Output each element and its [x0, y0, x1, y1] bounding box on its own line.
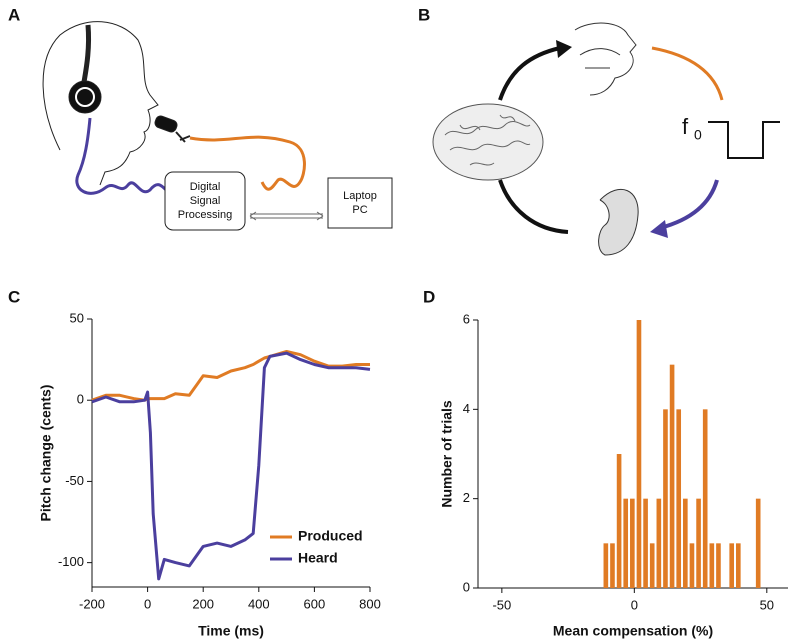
x-tick-label: 800 [359, 596, 381, 611]
box-text: Processing [178, 209, 232, 221]
bar [643, 498, 648, 588]
box-text: Digital [190, 181, 221, 193]
bar [656, 498, 662, 588]
x-tick-label: 200 [192, 596, 214, 611]
bar [696, 498, 701, 588]
box-text: PC [352, 204, 367, 216]
panel-label: A [8, 5, 20, 24]
bar [689, 543, 695, 588]
panel-label: B [418, 5, 430, 24]
bar [636, 320, 642, 588]
x-tick-label: 50 [760, 597, 774, 612]
bar [623, 498, 629, 588]
bar [755, 498, 761, 588]
y-tick-label: 2 [463, 490, 470, 505]
feedback-loop-diagram [432, 22, 780, 256]
legend-label: Produced [298, 528, 363, 544]
x-axis-label: Time (ms) [198, 623, 264, 639]
bar [716, 543, 721, 588]
bar [616, 454, 622, 588]
bar [630, 498, 635, 588]
panel-label: C [8, 287, 20, 306]
bar [603, 543, 609, 588]
y-axis-label: Pitch change (cents) [38, 385, 54, 522]
box-text: Signal [190, 195, 221, 207]
f0-label: f [682, 114, 689, 139]
panel-label: D [423, 287, 435, 306]
x-tick-label: 0 [631, 597, 638, 612]
legend-label: Heard [298, 550, 338, 566]
line-series [91, 351, 371, 581]
x-tick-label: 400 [248, 596, 270, 611]
y-axis-label: Number of trials [439, 400, 455, 508]
x-tick-label: -50 [492, 597, 511, 612]
y-tick-label: -50 [65, 473, 84, 488]
bar [736, 543, 741, 588]
box-text: Laptop [343, 190, 377, 202]
y-tick-label: 4 [463, 401, 470, 416]
head-diagram [42, 21, 393, 231]
bar [709, 543, 715, 588]
bar [676, 409, 682, 588]
y-tick-label: 50 [70, 310, 84, 325]
bar [669, 364, 675, 588]
bar [610, 543, 615, 588]
bar [729, 543, 735, 588]
bar [663, 409, 668, 588]
x-tick-label: 0 [144, 596, 151, 611]
x-tick-label: 600 [304, 596, 326, 611]
bar [683, 498, 688, 588]
line-series [91, 350, 370, 402]
f0-subscript: 0 [694, 127, 702, 143]
y-tick-label: 6 [463, 311, 470, 326]
bar [649, 543, 655, 588]
y-tick-label: 0 [77, 392, 84, 407]
y-tick-label: -100 [58, 554, 84, 569]
x-axis-label: Mean compensation (%) [553, 623, 713, 639]
bar [702, 409, 708, 588]
x-tick-label: -200 [79, 596, 105, 611]
y-tick-label: 0 [463, 579, 470, 594]
